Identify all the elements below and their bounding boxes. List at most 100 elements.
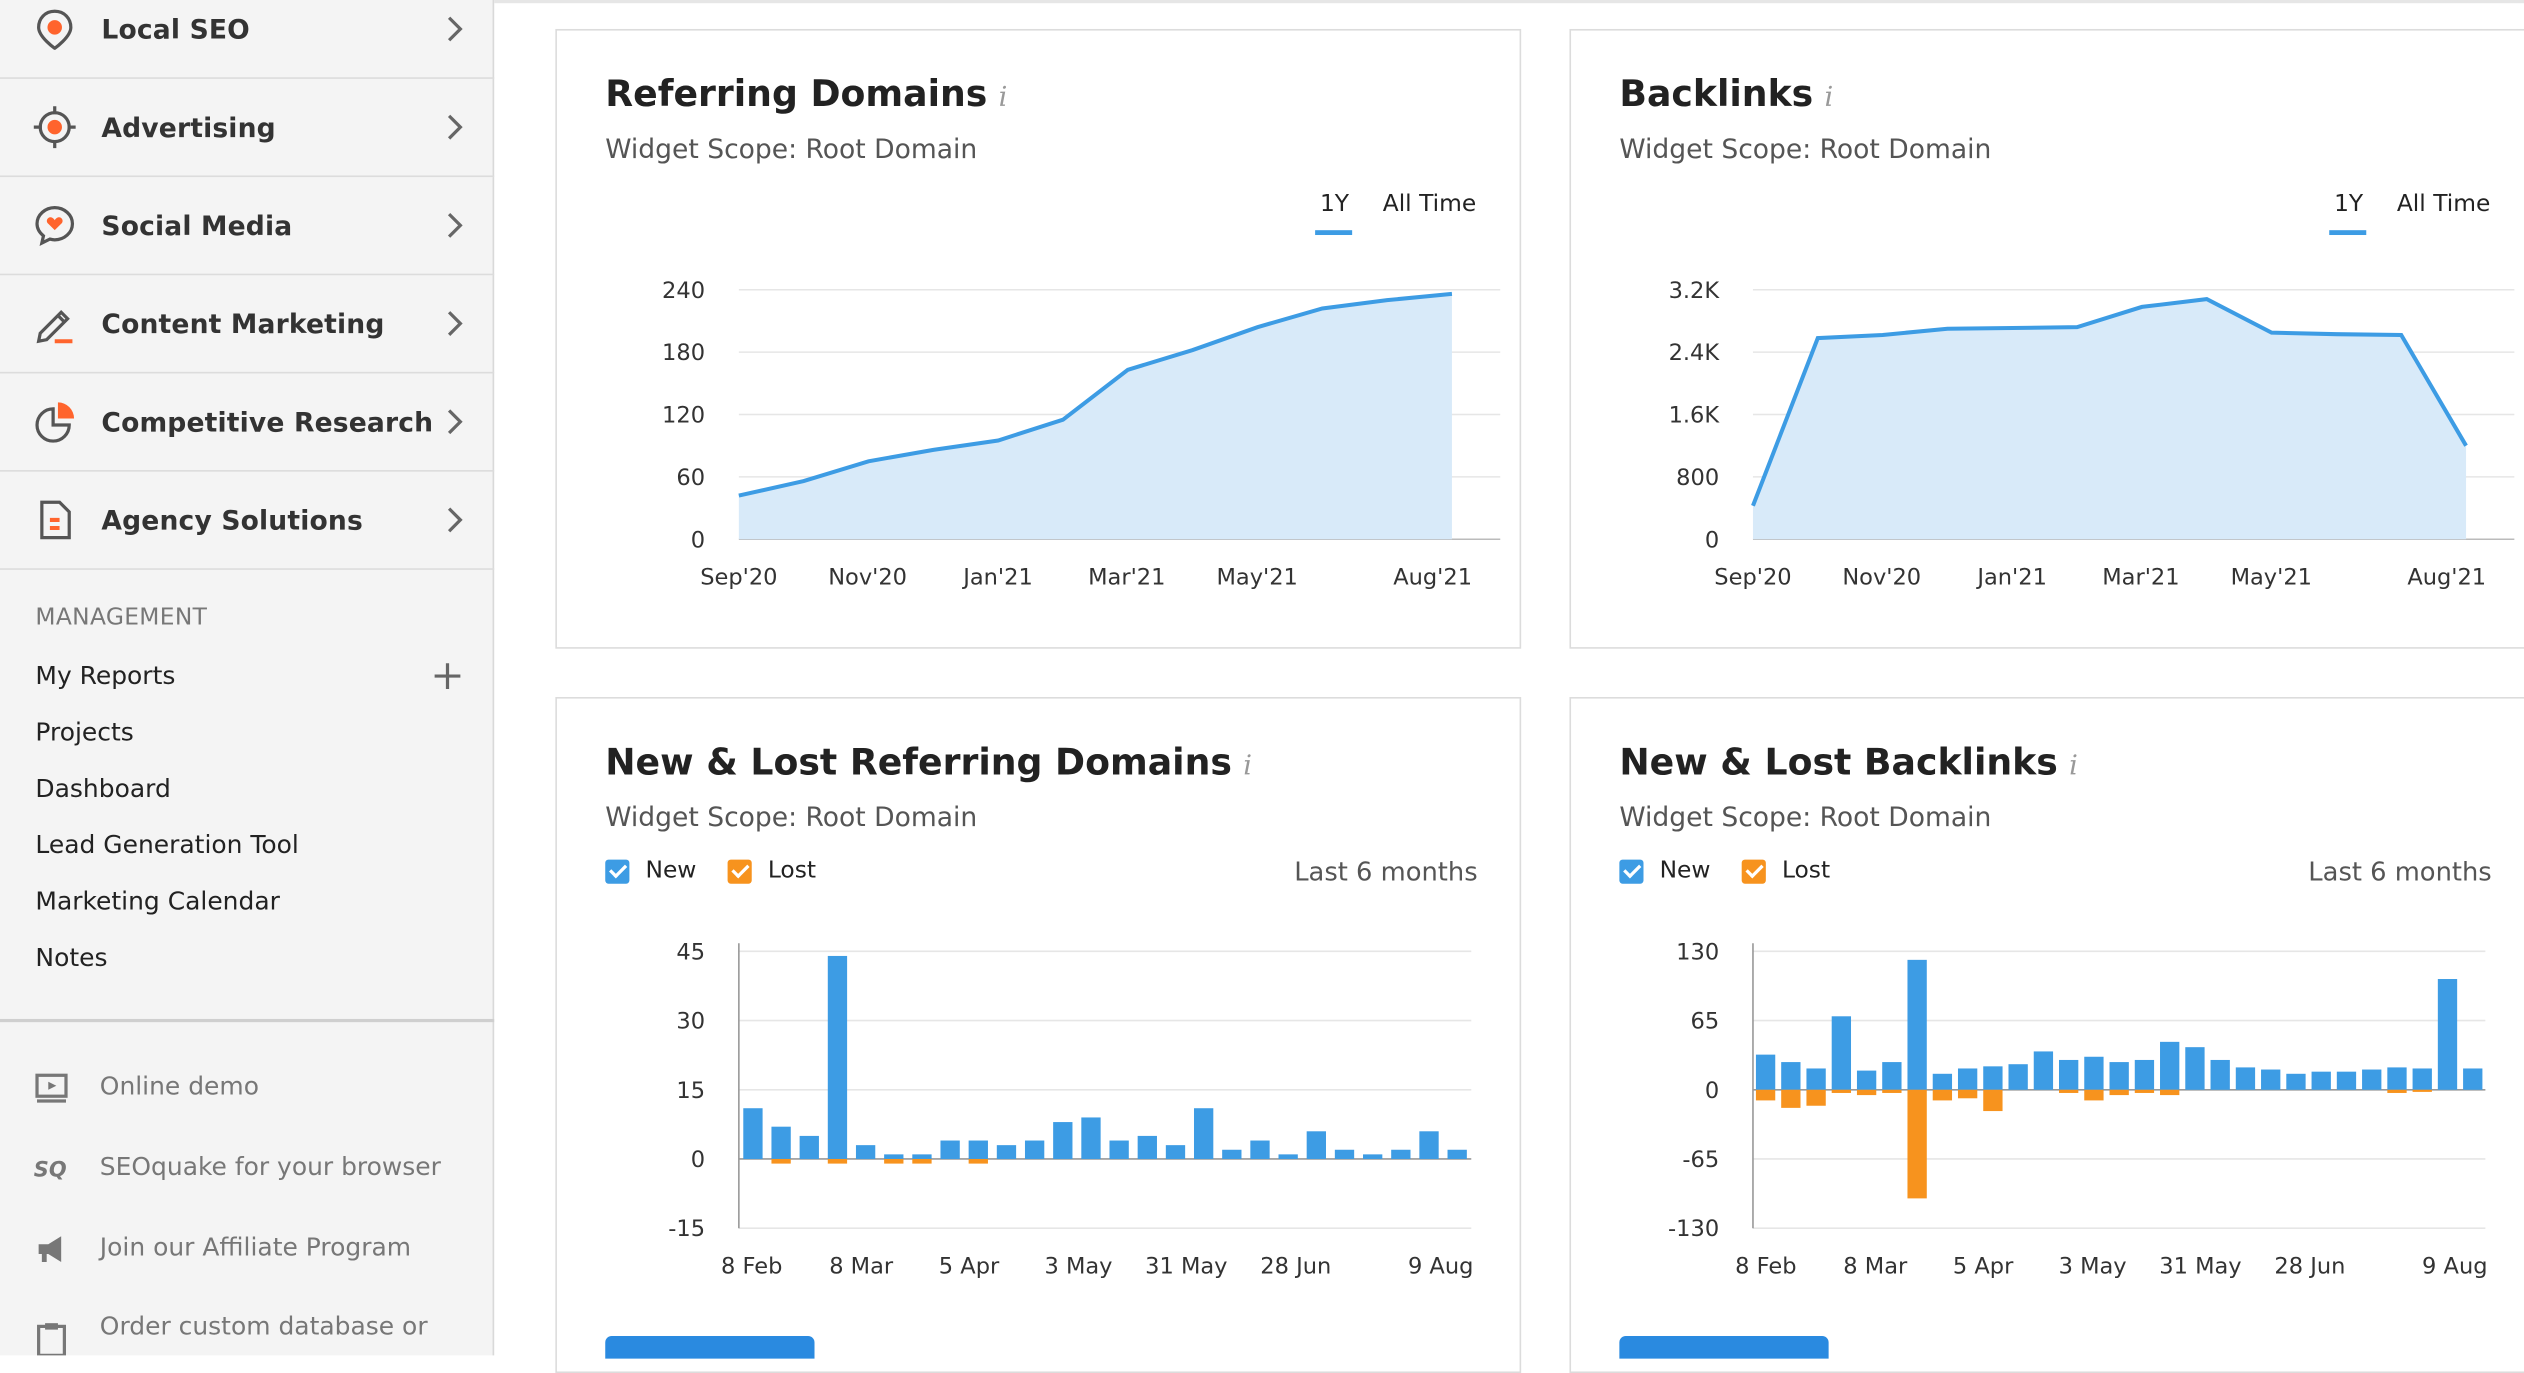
bar-new [1907, 960, 1926, 1090]
bar-lost [1806, 1090, 1825, 1106]
y-tick-label: 0 [691, 1147, 705, 1173]
x-tick-label: 3 May [1044, 1253, 1112, 1279]
bar-lost [912, 1159, 931, 1164]
y-tick-label: 1.6K [1669, 403, 1721, 429]
bar-new [1222, 1150, 1241, 1159]
bar-new [2362, 1070, 2381, 1090]
y-tick-label: 30 [676, 1009, 705, 1035]
x-tick-label: 31 May [1145, 1253, 1227, 1279]
bar-new [1448, 1150, 1467, 1159]
bar-new [1109, 1141, 1128, 1159]
x-tick-label: 5 Apr [1953, 1253, 2014, 1279]
bar-new [969, 1141, 988, 1159]
y-tick-label: 3.2K [1669, 278, 1721, 304]
x-tick-label: Mar'21 [1088, 564, 1165, 590]
bar-new [1832, 1016, 1851, 1089]
y-tick-label: 120 [662, 403, 705, 429]
bar-new [771, 1127, 790, 1159]
x-tick-label: 8 Mar [1843, 1253, 1908, 1279]
x-tick-label: 3 May [2059, 1253, 2127, 1279]
bar-new [1194, 1108, 1213, 1159]
bar-new [1335, 1150, 1354, 1159]
y-tick-label: 240 [662, 278, 705, 304]
x-tick-label: Jan'21 [1975, 564, 2047, 590]
bar-new [2337, 1072, 2356, 1090]
bar-new [2008, 1064, 2027, 1090]
bar-new [2135, 1060, 2154, 1090]
bar-new [2286, 1074, 2305, 1090]
y-tick-label: 800 [1676, 465, 1719, 491]
bar-new [1053, 1122, 1072, 1159]
x-tick-label: 8 Feb [1735, 1253, 1796, 1279]
bar-new [2413, 1068, 2432, 1089]
bar-new [828, 956, 847, 1159]
bar-new [1882, 1062, 1901, 1090]
y-tick-label: 0 [1705, 527, 1719, 553]
bar-lost [771, 1159, 790, 1164]
x-tick-label: 28 Jun [1260, 1253, 1331, 1279]
y-tick-label: -130 [1668, 1216, 1719, 1242]
bar-new [1857, 1071, 1876, 1090]
x-tick-label: May'21 [2231, 564, 2312, 590]
bar-lost [1756, 1090, 1775, 1101]
x-tick-label: Sep'20 [700, 564, 777, 590]
bar-new [884, 1154, 903, 1159]
bar-new [1983, 1066, 2002, 1089]
x-tick-label: 8 Mar [829, 1253, 894, 1279]
bar-new [1419, 1131, 1438, 1159]
bar-new [1391, 1150, 1410, 1159]
x-tick-label: 9 Aug [2422, 1253, 2487, 1279]
bar-lost [2059, 1090, 2078, 1093]
y-tick-label: 0 [691, 527, 705, 553]
x-tick-label: 28 Jun [2274, 1253, 2345, 1279]
bar-lost [2110, 1090, 2129, 1095]
x-tick-label: 31 May [2159, 1253, 2241, 1279]
bar-new [743, 1108, 762, 1159]
bar-new [1307, 1131, 1326, 1159]
bar-lost [1832, 1090, 1851, 1093]
y-tick-label: 45 [676, 939, 705, 965]
bar-lost [1933, 1090, 1952, 1101]
bar-new [2185, 1047, 2204, 1090]
bar-new [1279, 1154, 1298, 1159]
bar-new [1363, 1154, 1382, 1159]
x-tick-label: Nov'20 [1842, 564, 1921, 590]
bar-new [2261, 1070, 2280, 1090]
bar-lost [1882, 1090, 1901, 1093]
x-tick-label: Aug'21 [1393, 564, 1472, 590]
y-tick-label: 0 [1705, 1078, 1719, 1104]
bar-new [2312, 1072, 2331, 1090]
bar-new [1958, 1068, 1977, 1089]
bar-new [1806, 1068, 1825, 1089]
bar-lost [2413, 1090, 2432, 1092]
bar-lost [969, 1159, 988, 1164]
bar-lost [1958, 1090, 1977, 1099]
x-tick-label: Mar'21 [2102, 564, 2179, 590]
bar-new [2034, 1051, 2053, 1089]
bar-lost [2387, 1090, 2406, 1093]
bar-new [800, 1136, 819, 1159]
y-tick-label: 60 [676, 465, 705, 491]
y-tick-label: -65 [1682, 1147, 1719, 1173]
x-tick-label: Jan'21 [961, 564, 1033, 590]
bar-lost [2135, 1090, 2154, 1093]
bar-new [1166, 1145, 1185, 1159]
bar-lost [2084, 1090, 2103, 1101]
bar-new [2110, 1062, 2129, 1090]
bar-new [1025, 1141, 1044, 1159]
bar-new [1250, 1141, 1269, 1159]
bar-new [1138, 1136, 1157, 1159]
x-tick-label: Aug'21 [2407, 564, 2486, 590]
y-tick-label: 15 [676, 1078, 705, 1104]
y-tick-label: 130 [1676, 939, 1719, 965]
y-tick-label: 2.4K [1669, 340, 1721, 366]
bar-new [2211, 1060, 2230, 1090]
bar-lost [1781, 1090, 1800, 1108]
bar-new [2059, 1060, 2078, 1090]
x-tick-label: 5 Apr [939, 1253, 1000, 1279]
x-tick-label: 9 Aug [1408, 1253, 1473, 1279]
bar-new [1781, 1062, 1800, 1090]
bar-new [2084, 1057, 2103, 1090]
x-tick-label: Nov'20 [828, 564, 907, 590]
